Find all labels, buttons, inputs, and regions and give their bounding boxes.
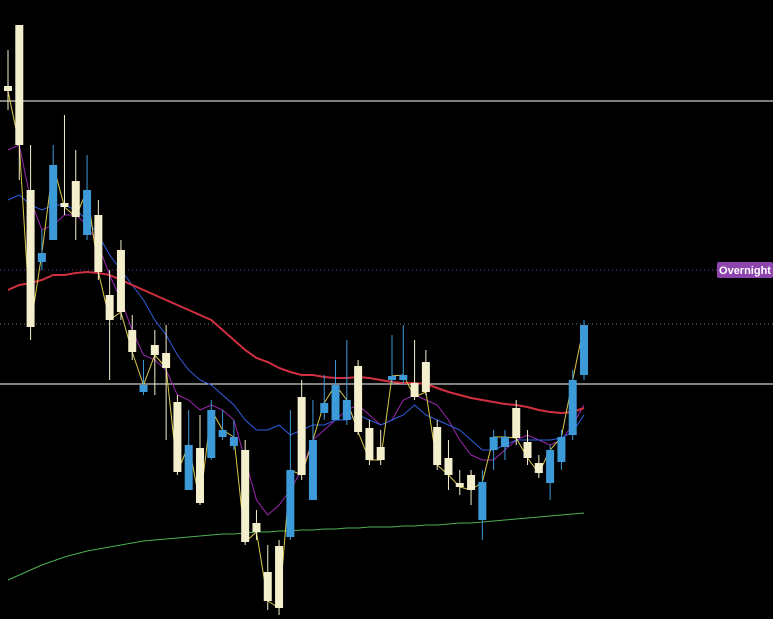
- candle-body: [376, 447, 385, 460]
- candle-body: [207, 410, 216, 458]
- candle-body: [252, 523, 261, 532]
- candle-body: [500, 437, 509, 447]
- candle-body: [286, 470, 295, 537]
- moving-average: [7, 144, 585, 516]
- candle-body: [162, 353, 171, 368]
- candle-body: [534, 463, 543, 473]
- candle-body: [263, 572, 272, 601]
- candle-body: [139, 385, 148, 392]
- candle-body: [455, 483, 464, 487]
- candle-body: [60, 203, 69, 207]
- candle-body: [410, 383, 419, 397]
- candle-body: [218, 430, 227, 437]
- candle-body: [421, 362, 430, 392]
- candle-body: [275, 546, 284, 608]
- candle-body: [83, 190, 92, 235]
- candle-body: [523, 442, 532, 458]
- candle-body: [37, 253, 46, 262]
- moving-average: [7, 512, 585, 581]
- candle-body: [196, 448, 204, 503]
- candle-body: [365, 428, 374, 460]
- level-label: Overnight: [719, 265, 771, 277]
- candle-body: [128, 330, 137, 352]
- candle-body: [71, 181, 80, 217]
- candle-body: [320, 403, 329, 413]
- candle-body: [308, 440, 317, 500]
- candle-body: [444, 458, 453, 475]
- candle-body: [467, 475, 476, 490]
- candle-body: [184, 445, 193, 490]
- candle-body: [241, 450, 250, 542]
- candle-body: [116, 250, 125, 312]
- candle-body: [478, 482, 487, 520]
- candle-body: [15, 25, 24, 145]
- candle-body: [49, 165, 58, 240]
- close-line: [7, 90, 585, 609]
- candle-body: [331, 385, 340, 420]
- level-label-box: [717, 262, 773, 278]
- candle-body: [512, 408, 521, 438]
- candle-body: [568, 380, 577, 435]
- candle-body: [105, 295, 114, 320]
- candle-body: [342, 400, 351, 420]
- moving-average: [7, 270, 585, 415]
- candle-body: [546, 450, 555, 483]
- moving-average: [7, 194, 585, 451]
- candle-body: [354, 366, 363, 432]
- candle-body: [150, 345, 159, 355]
- candle-body: [26, 190, 35, 327]
- candle-body: [580, 325, 588, 375]
- candle-body: [489, 437, 498, 450]
- candle-body: [557, 437, 566, 462]
- candle-body: [229, 437, 238, 446]
- candle-body: [94, 215, 103, 272]
- candle-body: [4, 86, 12, 91]
- candle-body: [433, 427, 442, 465]
- candle-body: [173, 402, 182, 472]
- candle-body: [399, 375, 408, 380]
- candle-body: [388, 376, 396, 380]
- candle-body: [297, 397, 306, 475]
